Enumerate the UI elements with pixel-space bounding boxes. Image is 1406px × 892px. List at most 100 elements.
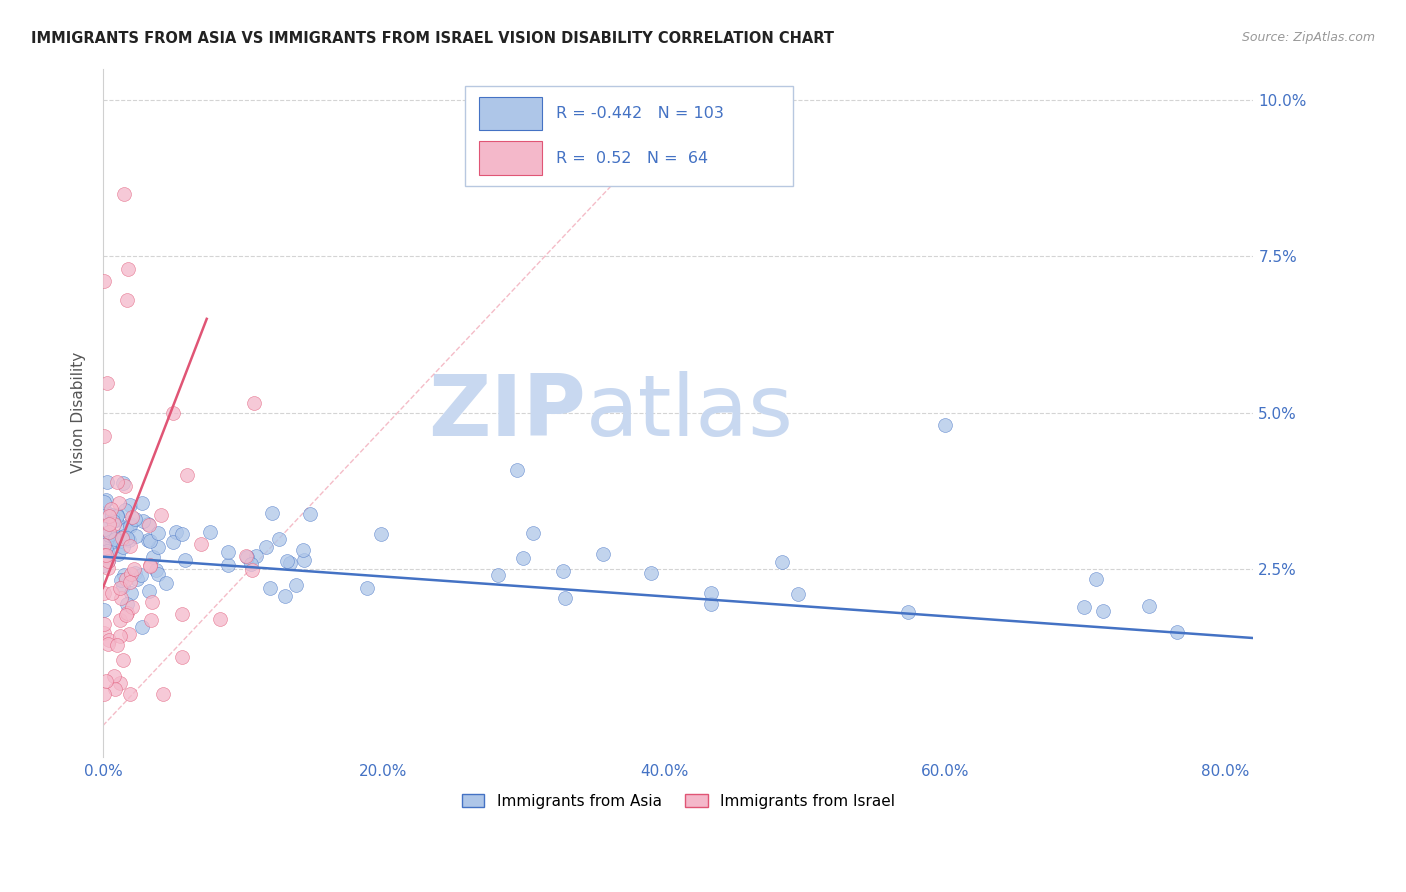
Point	[97, 632, 120, 647]
Point	[93, 616, 115, 631]
Point	[97, 554, 120, 568]
Legend: Immigrants from Asia, Immigrants from Israel: Immigrants from Asia, Immigrants from Is…	[456, 788, 901, 814]
Point	[356, 581, 378, 595]
Point	[93, 548, 115, 562]
Point	[103, 516, 125, 531]
Text: Source: ZipAtlas.com: Source: ZipAtlas.com	[1241, 31, 1375, 45]
FancyBboxPatch shape	[479, 142, 543, 175]
Point	[115, 608, 138, 623]
Point	[93, 532, 115, 546]
Point	[146, 526, 169, 541]
Point	[93, 538, 115, 552]
Point	[146, 541, 169, 555]
Point	[101, 586, 124, 600]
Point	[104, 513, 127, 527]
Point	[100, 501, 122, 516]
Point	[176, 468, 198, 483]
Point	[96, 376, 118, 391]
Point	[640, 566, 662, 581]
Point	[97, 525, 120, 540]
Point	[93, 602, 115, 616]
Point	[162, 535, 184, 549]
Point	[149, 508, 172, 523]
Point	[114, 479, 136, 493]
Point	[278, 556, 301, 570]
Point	[217, 545, 239, 559]
Point	[592, 547, 614, 561]
Point	[110, 591, 132, 605]
Point	[138, 584, 160, 599]
Point	[96, 506, 118, 520]
Point	[240, 563, 263, 577]
Point	[114, 502, 136, 516]
Point	[98, 508, 121, 523]
Point	[115, 293, 138, 307]
Point	[94, 522, 117, 536]
Point	[101, 534, 124, 549]
Point	[97, 637, 120, 651]
Point	[291, 543, 314, 558]
Point	[138, 518, 160, 533]
Point	[101, 514, 124, 528]
Point	[245, 549, 267, 563]
Point	[112, 540, 135, 554]
Point	[243, 396, 266, 410]
Point	[139, 558, 162, 573]
Point	[190, 537, 212, 551]
Point	[786, 587, 808, 601]
Point	[104, 533, 127, 547]
Point	[104, 682, 127, 697]
Point	[96, 544, 118, 558]
Point	[155, 576, 177, 591]
Point	[896, 605, 918, 619]
Point	[120, 574, 142, 589]
Point	[136, 516, 159, 531]
Point	[118, 498, 141, 512]
Point	[299, 507, 322, 521]
Point	[108, 581, 131, 595]
Point	[110, 574, 132, 588]
Point	[112, 186, 135, 201]
Point	[125, 529, 148, 543]
Point	[370, 527, 392, 541]
Point	[139, 613, 162, 627]
Point	[121, 510, 143, 524]
Point	[111, 531, 134, 545]
Point	[120, 519, 142, 533]
Point	[1073, 600, 1095, 615]
Point	[103, 529, 125, 543]
Point	[166, 524, 188, 539]
Point	[94, 493, 117, 508]
Point	[131, 620, 153, 634]
Point	[170, 607, 193, 621]
Point	[1092, 604, 1115, 618]
Point	[122, 562, 145, 576]
Point	[554, 591, 576, 606]
Point	[118, 516, 141, 531]
Point	[93, 626, 115, 640]
Point	[96, 532, 118, 546]
Point	[131, 496, 153, 510]
Point	[108, 629, 131, 643]
Point	[162, 406, 184, 420]
Point	[93, 549, 115, 564]
Text: R =  0.52   N =  64: R = 0.52 N = 64	[557, 151, 709, 166]
Point	[93, 542, 115, 557]
Point	[97, 528, 120, 542]
Point	[107, 508, 129, 523]
Point	[115, 597, 138, 611]
Point	[129, 567, 152, 582]
Point	[105, 508, 128, 522]
Point	[117, 533, 139, 548]
Point	[118, 539, 141, 553]
Point	[551, 564, 574, 578]
Point	[254, 540, 277, 554]
Point	[94, 674, 117, 689]
Point	[93, 558, 115, 572]
Point	[239, 557, 262, 571]
Point	[115, 531, 138, 545]
Point	[699, 597, 721, 611]
Point	[96, 475, 118, 489]
Point	[107, 547, 129, 561]
Point	[145, 562, 167, 576]
